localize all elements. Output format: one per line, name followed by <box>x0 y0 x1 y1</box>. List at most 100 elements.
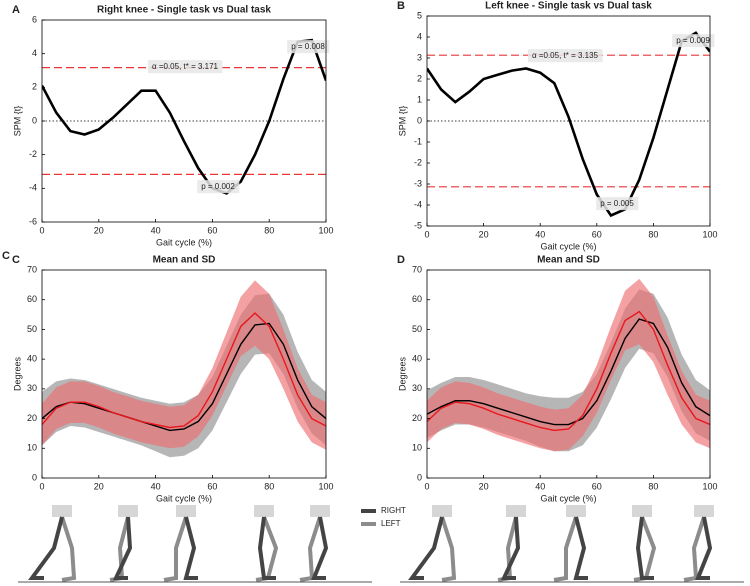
y-tick-label: 1 <box>417 94 422 104</box>
annotation-box <box>147 60 223 74</box>
annotation-box <box>197 180 240 194</box>
x-tick-label: 100 <box>318 481 333 491</box>
stick-leg-right <box>408 516 444 580</box>
y-tick-label: 10 <box>412 443 422 453</box>
stick-leg-left <box>440 516 457 582</box>
x-tick-label: 80 <box>264 481 274 491</box>
y-tick-label: 70 <box>27 264 37 274</box>
y-tick-label: 50 <box>412 324 422 334</box>
x-tick-label: 80 <box>648 481 658 491</box>
y-tick-label: 40 <box>412 354 422 364</box>
x-tick-label: 100 <box>702 229 717 239</box>
y-tick-label: 70 <box>412 264 422 274</box>
line <box>427 318 710 426</box>
annotation: p = 0.002 <box>201 182 235 191</box>
y-axis-label: SPM {t} <box>397 106 407 137</box>
stick-pelvis <box>566 505 586 517</box>
annotation-box <box>527 49 603 63</box>
chart-title: Right knee - Single task vs Dual task <box>97 5 271 16</box>
chart-title: Mean and SD <box>537 255 600 266</box>
y-axis-label: Degrees <box>12 356 22 391</box>
y-tick-label: -3 <box>414 178 422 188</box>
legend-label: LEFT <box>381 519 401 528</box>
y-tick-label: 0 <box>32 472 37 482</box>
annotation-box <box>596 197 639 211</box>
x-tick-label: 0 <box>39 225 44 235</box>
stick-leg-left <box>255 516 279 582</box>
stick-leg-right <box>573 516 588 580</box>
y-tick-label: 30 <box>412 383 422 393</box>
y-axis-label: Degrees <box>397 356 407 391</box>
x-axis-label: Gait cycle (%) <box>540 493 596 503</box>
stick-pelvis <box>694 505 714 517</box>
stick-leg-left <box>633 516 657 582</box>
annotation: p = 0.009 <box>676 36 710 45</box>
y-tick-label: 60 <box>27 294 37 304</box>
y-tick-label: 0 <box>417 115 422 125</box>
x-tick-label: 60 <box>592 229 602 239</box>
y-tick-label: 6 <box>32 14 37 24</box>
annotation: p = 0.008 <box>291 42 325 51</box>
stick-pelvis <box>310 505 330 517</box>
x-tick-label: 0 <box>424 481 429 491</box>
x-tick-label: 40 <box>535 229 545 239</box>
line <box>42 322 326 432</box>
stick-leg-left <box>683 516 706 582</box>
y-tick-label: 3 <box>417 52 422 62</box>
y-tick-label: 0 <box>32 115 37 125</box>
stick-leg-right <box>257 516 276 580</box>
line <box>42 312 326 429</box>
annotation-box <box>287 40 330 54</box>
stick-leg-right <box>183 516 198 580</box>
panel-label: B <box>397 0 405 12</box>
stick-pelvis <box>118 505 138 517</box>
annotation-box <box>672 34 715 48</box>
y-tick-label: 30 <box>27 383 37 393</box>
x-tick-label: 60 <box>592 481 602 491</box>
x-tick-label: 40 <box>151 225 161 235</box>
stick-pelvis <box>176 505 196 517</box>
y-tick-label: 50 <box>27 324 37 334</box>
panel-label: D <box>397 254 405 266</box>
stick-leg-left <box>163 516 188 582</box>
annotation: α =0.05, t* = 3.135 <box>532 51 599 60</box>
y-tick-label: -2 <box>414 157 422 167</box>
stick-leg-right <box>28 516 64 580</box>
line <box>42 38 326 195</box>
x-tick-label: 60 <box>207 481 217 491</box>
y-tick-label: 5 <box>417 10 422 20</box>
x-tick-label: 80 <box>648 229 658 239</box>
x-tick-label: 40 <box>535 481 545 491</box>
y-axis-label: SPM {t} <box>12 106 22 137</box>
y-tick-label: 4 <box>417 31 422 41</box>
y-tick-label: 60 <box>412 294 422 304</box>
x-tick-label: 40 <box>151 481 161 491</box>
annotation: p = 0.005 <box>600 199 634 208</box>
stick-leg-right <box>635 516 654 580</box>
x-tick-label: 60 <box>207 225 217 235</box>
chart-title: Mean and SD <box>153 255 216 266</box>
y-tick-label: -5 <box>414 220 422 230</box>
y-tick-label: 20 <box>27 413 37 423</box>
y-tick-label: -4 <box>414 199 422 209</box>
stick-leg-right <box>112 516 133 580</box>
stick-pelvis <box>432 505 452 517</box>
x-tick-label: 100 <box>702 481 717 491</box>
y-tick-label: -1 <box>414 136 422 146</box>
stick-leg-right <box>500 516 521 580</box>
stick-leg-left <box>553 516 578 582</box>
stick-pelvis <box>52 505 72 517</box>
sd-band <box>42 280 326 450</box>
y-tick-label: 0 <box>417 472 422 482</box>
stick-pelvis <box>506 505 526 517</box>
stick-pelvis <box>254 505 274 517</box>
y-tick-label: 10 <box>27 443 37 453</box>
y-tick-label: -2 <box>29 149 37 159</box>
y-tick-label: 2 <box>417 73 422 83</box>
x-tick-label: 20 <box>479 229 489 239</box>
annotation: α =0.05, t* = 3.171 <box>152 62 219 71</box>
stick-leg-left <box>299 516 322 582</box>
y-tick-label: -6 <box>29 216 37 226</box>
x-tick-label: 80 <box>264 225 274 235</box>
y-tick-label: 4 <box>32 48 37 58</box>
